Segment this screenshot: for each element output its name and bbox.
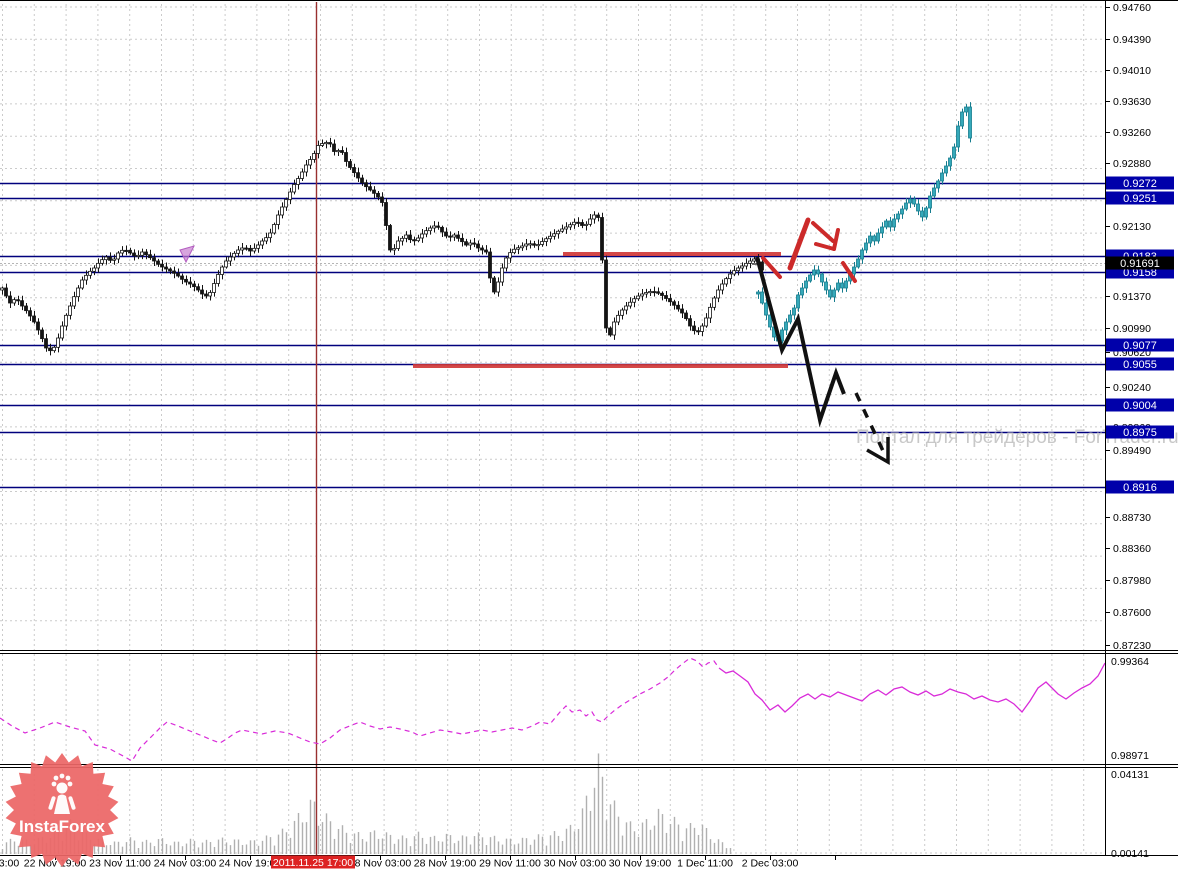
price-tick-label: 0.90990 [1113, 323, 1151, 335]
price-level-badge: 0.9077 [1106, 338, 1174, 352]
time-tick-label: 22 Nov 19:00 [24, 858, 87, 869]
oscillator-line [0, 657, 1106, 762]
price-axis: 0.94760 0.94390 0.94010 0.93630 0.93260 0.928… [1105, 2, 1174, 860]
subpane-tick-label: 0.04131 [1111, 769, 1149, 781]
subpane-tick-label: 0.98971 [1111, 750, 1149, 762]
price-tick-label: 0.94390 [1113, 34, 1151, 46]
price-tick-label: 0.92130 [1113, 221, 1151, 233]
price-tick-label: 0.94010 [1113, 65, 1151, 77]
time-tick-label: 28 Nov 19:00 [414, 858, 477, 869]
red-arrow-stroke [841, 261, 857, 283]
svg-text:0.9272: 0.9272 [1123, 178, 1157, 190]
price-tick-label: 0.94760 [1113, 2, 1151, 14]
time-tick-label: 30 Nov 03:00 [544, 858, 607, 869]
historical-candles [0, 137, 764, 356]
price-tick-label: 0.93260 [1113, 127, 1151, 139]
price-level-badge: 0.9004 [1106, 398, 1174, 412]
price-tick-label: 0.88730 [1113, 512, 1151, 524]
price-level-badge: 0.8975 [1106, 425, 1174, 439]
svg-text:0.9251: 0.9251 [1123, 193, 1157, 205]
price-tick-label: 0.92880 [1113, 158, 1151, 170]
price-tick-label: 0.93630 [1113, 96, 1151, 108]
vline-timestamp-badge: 2011.11.25 17:00 [271, 855, 355, 869]
price-tick-label: 0.87600 [1113, 607, 1151, 619]
subpane-tick-label: 0.00141 [1111, 848, 1149, 860]
black-arrow-head [866, 437, 890, 466]
support-resistance-lines [0, 182, 1105, 489]
red-arrow-stroke [832, 228, 840, 251]
price-tick-label: 0.90240 [1113, 382, 1151, 394]
time-tick-label: 29 Nov 11:00 [479, 858, 541, 869]
price-level-badge: 0.9272 [1106, 176, 1174, 190]
svg-text:0.9158: 0.9158 [1123, 267, 1157, 279]
price-level-badge: 0.91691 [1106, 256, 1174, 270]
price-tick-label: 0.88360 [1113, 543, 1151, 555]
black-zigzag-arrow [755, 256, 846, 428]
time-tick-label: 24 Nov 03:00 [154, 858, 217, 869]
drawn-annotations[interactable] [179, 217, 890, 466]
svg-text:0.91691: 0.91691 [1120, 258, 1160, 270]
violet-arrow-marker [179, 245, 195, 264]
price-level-badge: 0.9251 [1106, 191, 1174, 205]
price-tick-label: 0.87230 [1113, 640, 1151, 652]
time-tick-label: 23 Nov 11:00 [89, 858, 151, 869]
price-level-badge: 0.9055 [1106, 357, 1174, 371]
red-arrow-stroke [787, 217, 811, 271]
subpane-tick-label: 0.99364 [1111, 656, 1149, 668]
price-tick-label: 0.87980 [1113, 575, 1151, 587]
time-tick-label: 30 Nov 19:00 [609, 858, 672, 869]
red-arrow-stroke [814, 242, 836, 251]
svg-text:0.9077: 0.9077 [1123, 340, 1157, 352]
red-trend-lines[interactable] [413, 252, 788, 368]
time-tick-label: 24 Nov 19:00 [219, 858, 282, 869]
svg-text:0.8975: 0.8975 [1123, 427, 1157, 439]
grid-lines [0, 4, 1105, 854]
svg-text:0.9004: 0.9004 [1123, 400, 1157, 412]
time-tick-label: 2 Dec 03:00 [742, 858, 799, 869]
forecast-candles-teal [756, 102, 972, 346]
black-dashed-arrow-shaft [854, 392, 886, 454]
time-tick-label: 22 Nov 03:00 [0, 858, 19, 869]
price-level-badge: 0.8916 [1106, 480, 1174, 494]
svg-text:0.8916: 0.8916 [1123, 482, 1157, 494]
svg-text:0.9055: 0.9055 [1123, 359, 1157, 371]
red-arrow-stroke [761, 256, 782, 279]
price-tick-label: 0.89490 [1113, 445, 1151, 457]
time-tick-label: 1 Dec 11:00 [677, 858, 733, 869]
time-tick-label: 28 Nov 03:00 [349, 858, 412, 869]
red-arrow-stroke [811, 221, 835, 243]
price-tick-label: 0.91370 [1113, 291, 1151, 303]
svg-text:2011.11.25 17:00: 2011.11.25 17:00 [273, 857, 353, 869]
fortrader-watermark: Портал для трейдеров - ForTrader.ru [856, 427, 1178, 448]
